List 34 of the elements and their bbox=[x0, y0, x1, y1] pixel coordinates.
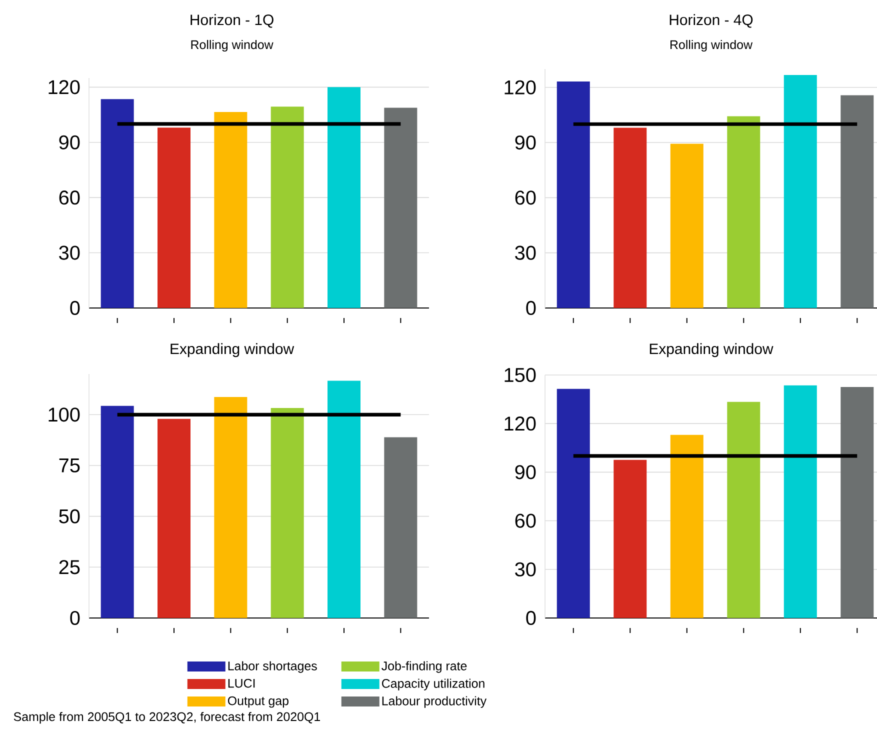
y-tick-label: 100 bbox=[48, 408, 80, 422]
y-tick-label: 90 bbox=[59, 135, 80, 150]
y-tick-label: 0 bbox=[526, 300, 536, 316]
y-tick-label: 60 bbox=[515, 190, 536, 205]
y-tick-label: 30 bbox=[59, 246, 80, 260]
y-tick-label: 0 bbox=[526, 610, 536, 626]
chart-title: Horizon - 1Q bbox=[190, 14, 274, 28]
legend-label: Capacity utilization bbox=[382, 678, 484, 690]
y-tick-label: 75 bbox=[59, 458, 80, 472]
chart-subtitle: Rolling window bbox=[191, 40, 274, 52]
y-tick-label: 90 bbox=[515, 465, 536, 480]
y-tick-label: 50 bbox=[59, 509, 80, 524]
y-tick-label: 0 bbox=[70, 300, 80, 316]
y-tick-label: 30 bbox=[515, 562, 536, 576]
legend-label: Output gap bbox=[228, 696, 288, 708]
y-tick-label: 120 bbox=[48, 80, 80, 94]
y-tick-label: 30 bbox=[515, 246, 536, 260]
legend-label: Labour productivity bbox=[382, 696, 487, 708]
y-tick-label: 90 bbox=[515, 135, 536, 150]
chart-title: Horizon - 4Q bbox=[670, 14, 753, 28]
y-tick-label: 120 bbox=[504, 80, 536, 94]
y-tick-label: 150 bbox=[504, 368, 536, 382]
legend-label: LUCI bbox=[228, 678, 255, 688]
y-tick-label: 60 bbox=[515, 514, 536, 528]
chart-title: Expanding window bbox=[650, 343, 774, 358]
legend-label: Job-finding rate bbox=[382, 661, 467, 673]
y-tick-label: 25 bbox=[59, 560, 80, 574]
y-tick-label: 120 bbox=[504, 416, 536, 431]
chart-title: Expanding window bbox=[170, 343, 294, 358]
legend-label: Labor shortages bbox=[228, 661, 317, 673]
y-tick-label: 60 bbox=[59, 190, 80, 205]
y-tick-label: 0 bbox=[70, 610, 80, 626]
text: Sample from 2005Q1 to 2023Q2, forecast from 2020Q1 bbox=[14, 712, 320, 724]
chart-subtitle: Rolling window bbox=[670, 40, 753, 52]
